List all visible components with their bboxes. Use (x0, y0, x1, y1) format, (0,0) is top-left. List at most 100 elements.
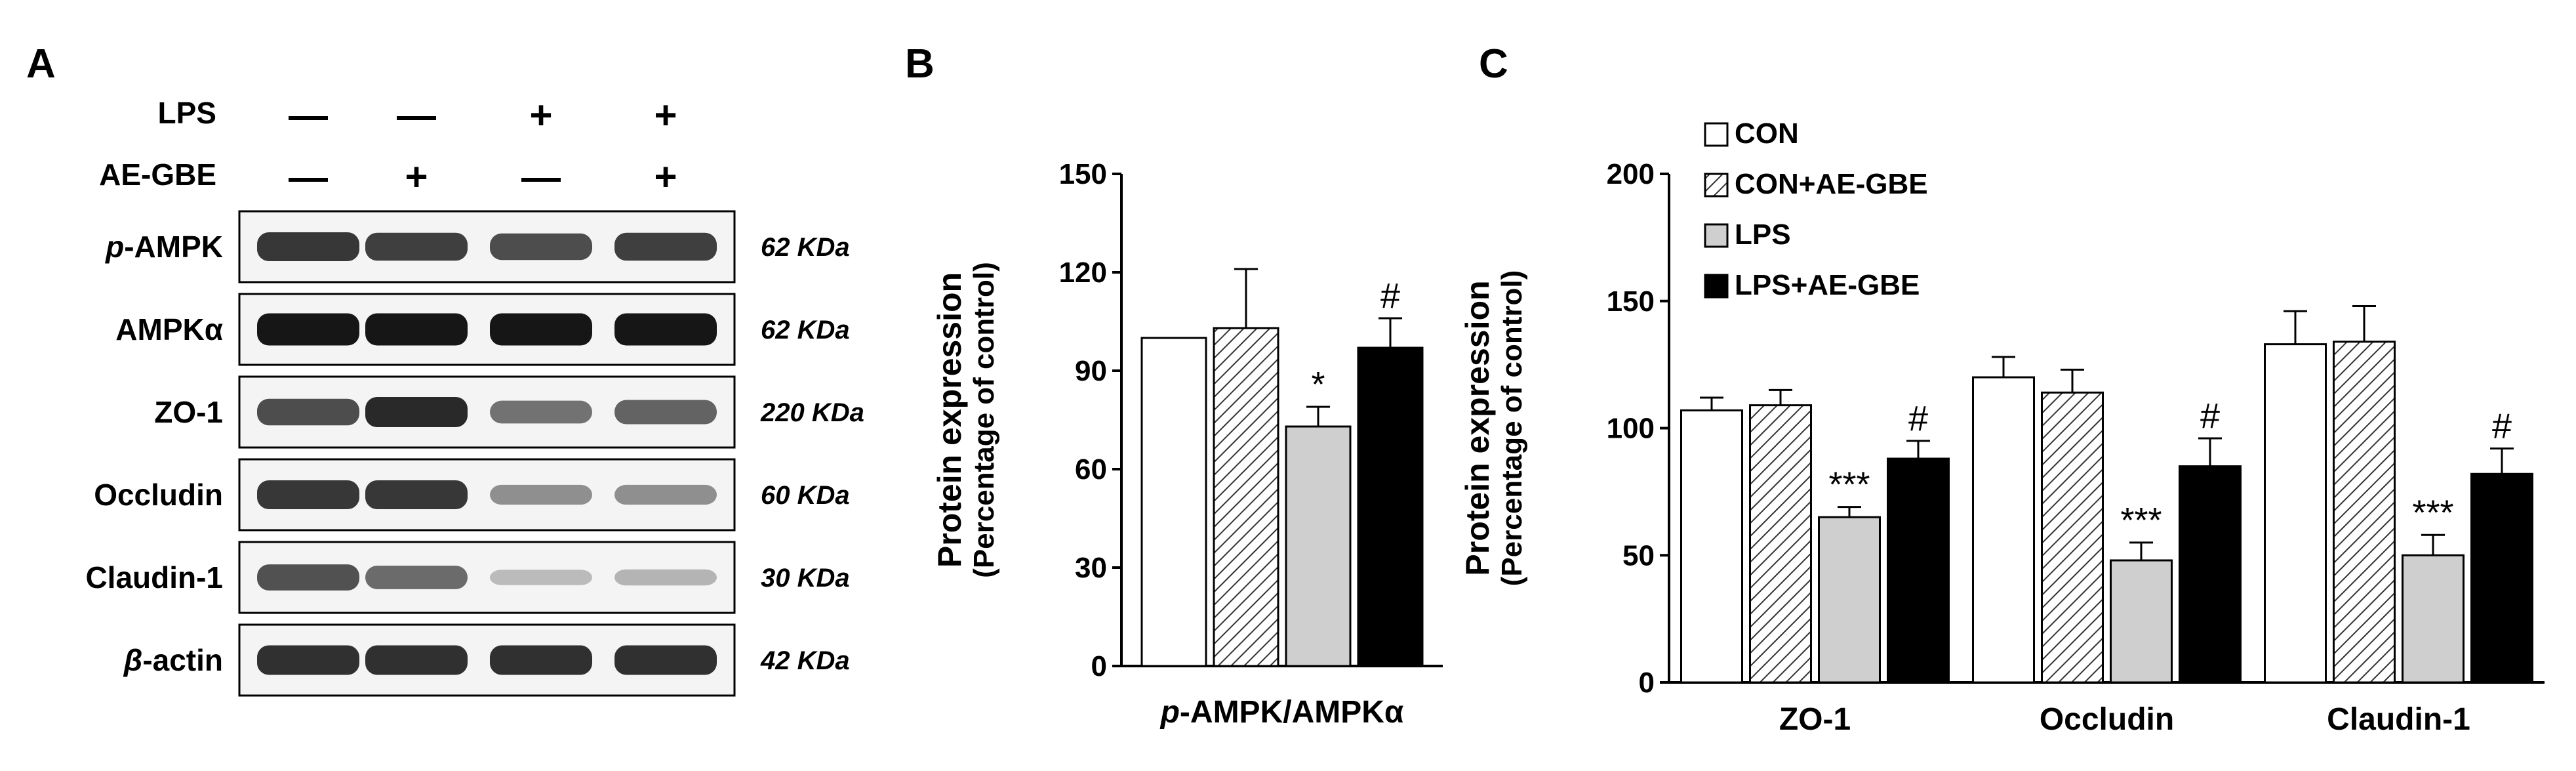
y-axis-label: Protein expression (931, 272, 968, 568)
protein-band (614, 232, 717, 261)
protein-band (365, 232, 468, 261)
significance-marker: *** (2412, 493, 2453, 532)
significance-marker: * (1311, 365, 1325, 404)
significance-marker: *** (1828, 465, 1870, 505)
protein-band (490, 645, 592, 675)
bar (1680, 409, 1743, 684)
legend-label: LPS (1735, 219, 1791, 251)
condition-sign: — (521, 155, 561, 199)
band-kda-label: 30 KDa (761, 564, 850, 593)
significance-marker: # (1380, 276, 1400, 316)
x-category-label: ZO-1 (1779, 702, 1851, 737)
y-tick-label: 120 (1059, 257, 1107, 289)
legend-label: CON+AE-GBE (1735, 168, 1928, 200)
band-label: ZO-1 (154, 395, 223, 429)
panel-b-letter: B (905, 41, 935, 87)
band-kda-label: 60 KDa (761, 481, 850, 510)
bar (2110, 559, 2173, 684)
protein-band (257, 398, 359, 426)
legend-swatch (1704, 173, 1729, 198)
band-label-text: Claudin-1 (85, 560, 223, 594)
condition-sign: + (529, 93, 552, 137)
significance-marker: # (2200, 396, 2220, 436)
protein-band (257, 313, 359, 346)
band-label-text: AMPKα (115, 312, 223, 346)
bar (1213, 327, 1279, 667)
bar (2333, 341, 2396, 684)
protein-band (257, 480, 359, 509)
significance-marker: # (1908, 399, 1928, 438)
bar (2264, 343, 2327, 684)
legend-swatch (1704, 274, 1729, 299)
y-tick-label: 60 (1075, 453, 1107, 486)
protein-band (257, 564, 359, 591)
bar (1818, 516, 1881, 684)
protein-band (490, 484, 592, 505)
significance-marker: # (2492, 407, 2512, 446)
band-label-text: -actin (142, 643, 223, 677)
band-label-prefix: β (123, 643, 143, 677)
y-tick-label: 0 (1091, 650, 1107, 682)
y-tick-label: 150 (1059, 158, 1107, 190)
protein-band (490, 233, 592, 260)
condition-sign: + (654, 155, 677, 199)
y-axis-label: Protein expression (1459, 280, 1496, 575)
protein-band (365, 313, 468, 346)
protein-band (365, 480, 468, 509)
protein-band (490, 313, 592, 346)
band-label-text: Occludin (94, 478, 223, 512)
condition-label: AE-GBE (99, 157, 216, 192)
band-label-prefix: p (104, 230, 124, 264)
bar (2402, 554, 2465, 684)
bar (1749, 404, 1812, 684)
protein-band (614, 313, 717, 346)
condition-sign: + (654, 93, 677, 137)
legend-swatch (1704, 122, 1729, 147)
band-kda-label: 62 KDa (761, 233, 850, 262)
x-axis-label-prefix: p (1159, 695, 1180, 730)
y-tick-label: 200 (1607, 158, 1655, 190)
protein-band (614, 400, 717, 425)
condition-sign: + (405, 155, 428, 199)
protein-band (365, 397, 468, 427)
chart-b: 0 30 60 90 120 150 Protein expression (Percenta… (931, 158, 1443, 730)
protein-band (490, 400, 592, 424)
condition-sign: — (289, 155, 328, 199)
band-label: AMPKα (115, 312, 223, 346)
bar (2470, 472, 2533, 684)
x-category-label: Occludin (2040, 702, 2174, 737)
band-label-text: -AMPK (124, 230, 223, 264)
y-tick-label: 50 (1622, 539, 1655, 572)
band-label: Claudin-1 (85, 560, 223, 594)
protein-band (257, 232, 359, 261)
protein-band (257, 645, 359, 675)
x-category-label: Claudin-1 (2327, 702, 2470, 737)
legend-label: LPS+AE-GBE (1735, 269, 1920, 301)
band-kda-label: 62 KDa (761, 316, 850, 344)
protein-band (365, 566, 468, 589)
protein-band (614, 645, 717, 675)
y-tick-label: 90 (1075, 355, 1107, 387)
panel-a-letter: A (26, 41, 56, 87)
condition-sign: — (397, 93, 436, 137)
band-label: p-AMPK (104, 230, 223, 264)
y-axis-label-secondary: (Percentage of control) (968, 262, 1000, 578)
band-kda-label: 220 KDa (760, 398, 864, 427)
band-label: β-actin (123, 643, 223, 677)
bar (1972, 376, 2035, 684)
significance-marker: *** (2120, 501, 2162, 540)
legend-swatch (1704, 223, 1729, 248)
chart-c: 0 50 100 150 200 Protein expression (Percentag… (1459, 117, 2545, 737)
bar (1357, 346, 1424, 667)
x-axis-label-text: -AMPK/AMPKα (1180, 695, 1404, 730)
western-blot-panel: LPS — — + + AE-GBE — + — + p-AMPK 62 KDa AMPKα 62 KDa… (85, 93, 864, 697)
bar (2179, 465, 2242, 684)
bar (1285, 425, 1352, 667)
protein-band (614, 484, 717, 505)
y-tick-label: 30 (1075, 552, 1107, 584)
x-axis-label: p-AMPK/AMPKα (1159, 695, 1404, 730)
condition-label: LPS (158, 96, 216, 130)
bar (2041, 391, 2104, 684)
protein-band (614, 569, 717, 586)
